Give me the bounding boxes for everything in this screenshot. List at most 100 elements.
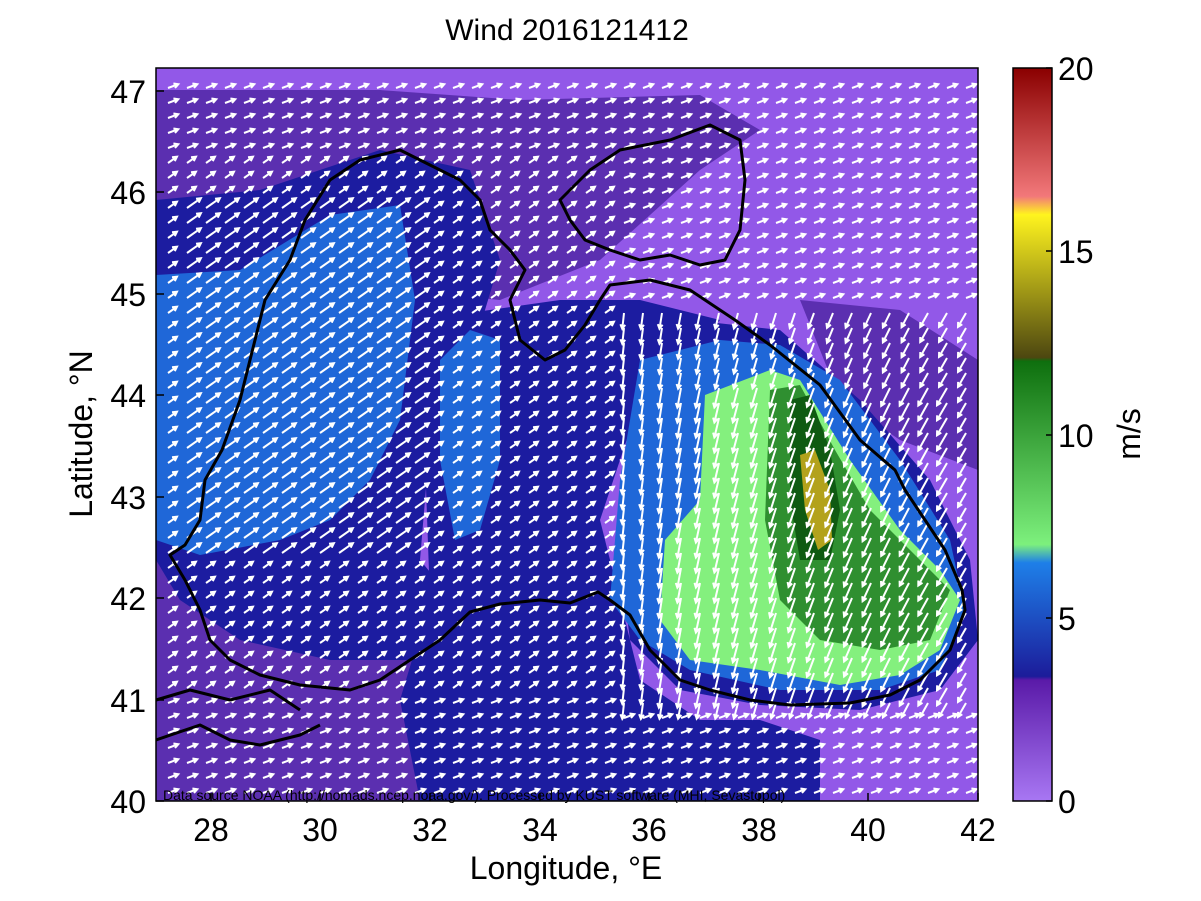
wind-arrow <box>718 727 732 734</box>
wind-arrow <box>338 620 350 629</box>
wind-arrow <box>376 680 388 689</box>
wind-arrow <box>889 787 903 794</box>
wind-arrow <box>619 492 627 511</box>
wind-arrow <box>205 226 222 239</box>
wind-arrow <box>281 496 298 509</box>
wind-arrow <box>471 245 483 254</box>
wind-arrow <box>566 545 578 554</box>
wind-arrow <box>243 466 260 479</box>
wind-arrow <box>889 247 903 254</box>
wind-arrow <box>167 245 179 254</box>
wind-arrow <box>824 417 834 439</box>
wind-arrow <box>730 492 739 515</box>
wind-arrow <box>528 455 540 464</box>
wind-arrow <box>300 316 317 329</box>
wind-arrow <box>224 256 241 269</box>
wind-arrow <box>604 500 616 509</box>
wind-arrow <box>547 635 559 644</box>
wind-arrow <box>528 82 542 89</box>
wind-arrow <box>638 492 645 511</box>
wind-arrow <box>585 560 597 569</box>
wind-arrow <box>224 635 236 644</box>
wind-arrow <box>262 82 276 89</box>
wind-arrow <box>965 202 978 209</box>
wind-arrow <box>674 627 682 650</box>
wind-arrow <box>357 286 374 299</box>
wind-arrow <box>547 425 559 434</box>
wind-arrow <box>490 485 502 494</box>
wind-arrow <box>224 742 238 749</box>
wind-arrow <box>604 470 616 479</box>
wind-arrow <box>452 545 464 554</box>
wind-arrow <box>718 292 732 299</box>
wind-arrow <box>547 155 559 164</box>
wind-arrow <box>694 357 701 376</box>
wind-arrow <box>528 245 540 254</box>
wind-arrow <box>471 515 483 524</box>
wind-arrow <box>452 787 466 794</box>
wind-arrow <box>509 455 521 464</box>
wind-arrow <box>756 112 770 119</box>
wind-arrow <box>509 350 521 359</box>
wind-arrow <box>357 301 374 314</box>
wind-arrow <box>433 620 445 629</box>
wind-arrow <box>642 202 656 209</box>
wind-arrow <box>805 582 815 604</box>
wind-arrow <box>433 142 447 149</box>
wind-arrow <box>509 215 521 224</box>
wind-arrow <box>842 387 853 409</box>
wind-arrow <box>794 217 808 224</box>
wind-arrow <box>585 335 597 344</box>
wind-arrow <box>585 155 597 164</box>
wind-arrow <box>547 485 559 494</box>
wind-arrow <box>547 290 559 299</box>
wind-arrow <box>946 247 960 254</box>
wind-arrow <box>452 185 464 194</box>
wind-arrow <box>319 391 336 404</box>
wind-arrow <box>638 537 645 556</box>
wind-arrow <box>713 372 720 391</box>
wind-arrow <box>712 657 720 680</box>
wind-arrow <box>243 560 255 569</box>
wind-arrow <box>813 247 827 254</box>
wind-arrow <box>414 742 428 749</box>
wind-arrow <box>566 82 580 89</box>
wind-arrow <box>713 342 720 361</box>
wind-arrow <box>490 727 504 734</box>
wind-arrow <box>832 217 846 224</box>
wind-arrow <box>547 787 561 794</box>
wind-arrow <box>167 380 179 389</box>
wind-arrow <box>338 391 355 404</box>
wind-arrow <box>619 447 627 466</box>
wind-arrow <box>585 170 597 179</box>
wind-arrow <box>898 507 910 528</box>
wind-arrow <box>917 612 929 633</box>
wind-arrow <box>281 346 298 359</box>
wind-arrow <box>300 301 317 314</box>
wind-arrow <box>281 271 298 284</box>
wind-arrow <box>927 187 941 194</box>
wind-arrow <box>300 406 317 419</box>
wind-arrow <box>937 357 948 374</box>
wind-arrow <box>566 350 578 359</box>
wind-arrow <box>880 402 891 423</box>
wind-arrow <box>357 772 371 779</box>
wind-arrow <box>861 537 872 559</box>
wind-arrow <box>585 575 597 584</box>
wind-arrow <box>805 492 815 514</box>
wind-arrow <box>281 590 293 599</box>
wind-arrow <box>452 742 466 749</box>
wind-arrow <box>619 402 627 421</box>
wind-arrow <box>414 526 431 539</box>
wind-arrow <box>769 342 777 361</box>
wind-arrow <box>712 387 720 410</box>
wind-arrow <box>680 787 694 794</box>
wind-arrow <box>694 312 701 331</box>
wind-arrow <box>919 372 929 389</box>
wind-arrow <box>357 196 374 209</box>
wind-arrow <box>718 97 732 104</box>
wind-arrow <box>205 142 219 149</box>
wind-arrow <box>566 635 578 644</box>
wind-arrow <box>585 440 597 449</box>
wind-arrow <box>842 462 853 484</box>
